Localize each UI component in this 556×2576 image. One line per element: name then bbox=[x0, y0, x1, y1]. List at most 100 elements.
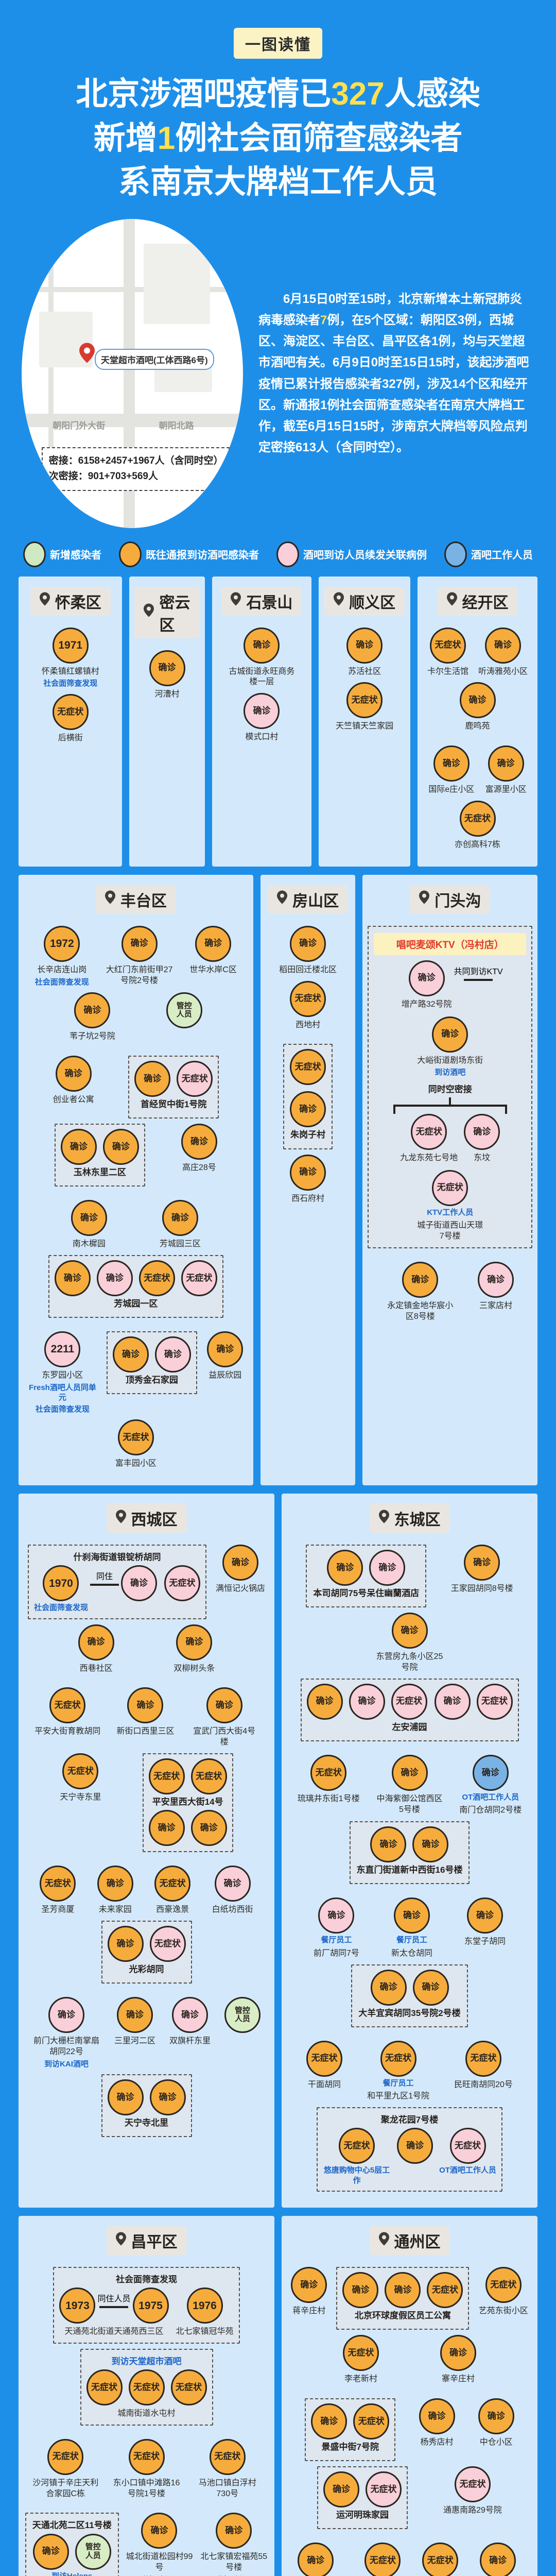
group-rows: 确诊 无症状 bbox=[311, 2403, 390, 2439]
group-title: 朱岗子村 bbox=[290, 1130, 326, 1140]
case-nodes: 无症状 确诊 bbox=[290, 1049, 326, 1128]
case-item: 无症状 李老新村 bbox=[343, 2335, 379, 2385]
title-line: 北京涉酒吧疫情已327人感染 bbox=[19, 72, 537, 116]
title-line: 新增1例社会面筛查感染者 bbox=[19, 116, 537, 161]
case-item: 确诊 益辰欣园 bbox=[207, 1331, 244, 1381]
node-row: 无症状 沙河镇于辛庄天利合家园C栋 无症状 东小口镇中滩路16号院1号楼 无症状 马池口镇… bbox=[24, 2438, 269, 2500]
link-connector: 同住人员 bbox=[97, 2287, 131, 2309]
node-row: 无症状 干面胡同 无症状 餐厅员工 和平里九区1号院 无症状 民旺南胡同20号 聚龙花园7号楼… bbox=[287, 2040, 532, 2192]
group-rows: 确诊 确诊 bbox=[370, 1826, 449, 1863]
case-node: 无症状 bbox=[380, 2040, 416, 2077]
title-highlight: 327 bbox=[331, 76, 385, 112]
district-name: 经开区 bbox=[462, 594, 509, 612]
district-header: 丰台区 bbox=[24, 885, 248, 914]
case-node: 无症状 bbox=[411, 1114, 447, 1150]
case-item: 无症状 bbox=[190, 1758, 227, 1795]
case-note: OT酒吧工作人员 bbox=[462, 1792, 519, 1802]
case-label: 益辰欣园 bbox=[208, 1371, 242, 1380]
case-note: 餐厅员工 bbox=[321, 1936, 352, 1945]
case-node: 无症状 bbox=[209, 2438, 246, 2475]
group-title: 聚龙花园7号楼 bbox=[380, 2114, 439, 2125]
case-pair: 确诊 管控 人员 bbox=[32, 2533, 111, 2570]
district-badge: 石景山 bbox=[221, 586, 302, 616]
case-note: Fresh酒吧人员同单元 bbox=[29, 1383, 96, 1402]
title-line: 系南京大牌档工作人员 bbox=[19, 160, 537, 205]
case-note: 社会面筛查发现 bbox=[35, 1404, 90, 1414]
legend-item: 新增感染者 bbox=[23, 541, 101, 567]
case-nodes: 确诊 确诊 bbox=[327, 1550, 406, 1586]
group-rows: 1970 社会面筛查发现 同住 确诊 无症状 bbox=[34, 1565, 200, 1613]
case-node: 确诊 bbox=[116, 1997, 153, 2033]
intro-paragraph: 6月15日0时至15时，北京新增本土新冠肺炎病毒感染者7例，在5个区域：朝阳区3… bbox=[258, 289, 534, 459]
group-rows: 确诊 确诊 bbox=[148, 1810, 227, 1846]
link-line bbox=[90, 1584, 119, 1586]
case-label: 宣武门西大街4号楼 bbox=[193, 1727, 256, 1747]
legend: 新增感染者 既往通报到访酒吧感染者 酒吧到访人员续发关联病例 酒吧工作人员 bbox=[19, 541, 537, 567]
case-label: 东坟 bbox=[474, 1154, 491, 1163]
case-node: 确诊 bbox=[214, 1866, 251, 1902]
case-label: 后横街 bbox=[58, 733, 83, 742]
group-rows: 确诊 确诊 bbox=[60, 1129, 139, 1165]
case-pair: 确诊 确诊 bbox=[327, 1550, 406, 1586]
case-item: 确诊 模式口村 bbox=[244, 693, 280, 743]
case-pair: 无症状 无症状 bbox=[148, 1758, 227, 1795]
road-label: 朝阳北路 bbox=[159, 420, 194, 431]
case-item: 确诊 南木樨园 bbox=[71, 1200, 107, 1250]
node-row: 什刹海街道银锭桥胡同 1970 社会面筛查发现 同住 确诊 无症状 确诊 满恒记火锅店 确诊 西巷… bbox=[24, 1545, 269, 1674]
case-node: 确诊 bbox=[107, 1925, 144, 1962]
case-node: 确诊 bbox=[176, 1624, 213, 1660]
case-nodes: 确诊 确诊 无症状 bbox=[306, 1683, 427, 1720]
case-item: 无症状 西豪逸景 bbox=[154, 1866, 191, 1916]
case-label: 艺苑东街小区 bbox=[478, 2307, 528, 2316]
case-node: 确诊 bbox=[385, 2272, 421, 2309]
case-node: 确诊 bbox=[306, 1683, 343, 1720]
case-group: 社会面筛查发现 1973 同住人员 1975 天通苑北街道天通苑西三区 1976 北七家镇冠… bbox=[53, 2267, 240, 2344]
case-node: 无症状 bbox=[128, 2369, 165, 2406]
case-item: 确诊 中海紫御公馆西区5号楼 bbox=[376, 1754, 444, 1816]
case-item: 无症状 悠唐购物中心5层工作 bbox=[323, 2128, 391, 2185]
group-rows: 无症状 确诊 bbox=[290, 1049, 326, 1128]
case-nodes: 确诊 无症状 bbox=[107, 1925, 186, 1962]
case-item: 确诊 餐厅员工 前厂胡同7号 bbox=[314, 1897, 359, 1959]
case-node: 1973 bbox=[59, 2287, 96, 2324]
case-nodes: 无症状 bbox=[164, 1565, 200, 1602]
case-node: 无症状 bbox=[465, 2040, 501, 2077]
case-label: 白纸坊西街 bbox=[212, 1905, 253, 1914]
case-pair: 确诊 确诊 bbox=[112, 1336, 191, 1372]
district-name: 密云区 bbox=[159, 594, 190, 634]
tree-title: 同时空密接 bbox=[428, 1084, 472, 1094]
case-label: 西地村 bbox=[296, 1020, 321, 1029]
case-node: 确诊 bbox=[311, 2403, 348, 2439]
case-label: 前厂胡同7号 bbox=[314, 1948, 359, 1958]
district-header: 房山区 bbox=[266, 885, 351, 914]
case-item: 确诊金侨时代家园小区 bbox=[465, 2543, 531, 2576]
case-item: 无症状 西地村 bbox=[290, 980, 326, 1031]
legend-item: 酒吧工作人员 bbox=[444, 541, 533, 567]
node-row: 无症状 平安大街育教胡同 确诊 新街口西里三区 确诊 宣武门西大街4号楼 无症状 天宁寺东里无… bbox=[24, 1687, 269, 1853]
case-item: 无症状 bbox=[177, 1060, 213, 1097]
group-title: 运河明珠家园 bbox=[336, 2510, 389, 2520]
case-node: 确诊 bbox=[370, 1826, 407, 1863]
case-node: 确诊 bbox=[222, 1545, 258, 1581]
case-item: 确诊 bbox=[349, 1683, 385, 1720]
case-label: 城北街道松园村99号 bbox=[126, 2552, 193, 2572]
case-label: 鹿鸣苑 bbox=[465, 722, 490, 731]
case-node: 无症状 bbox=[290, 980, 326, 1017]
case-item: 1973 bbox=[59, 2287, 96, 2324]
case-node: 2211 bbox=[44, 1331, 81, 1367]
case-item: 确诊 bbox=[54, 1260, 91, 1296]
node-row: 确诊 稻田回迁楼北区 无症状 西地村 bbox=[266, 925, 351, 1031]
case-label: 城南街道水屯村 bbox=[117, 2409, 176, 2418]
case-nodes: 确诊 确诊 bbox=[148, 1810, 227, 1846]
case-node: 确诊 bbox=[134, 1060, 171, 1097]
case-node: 无症状 bbox=[290, 1049, 326, 1086]
district-header: 怀柔区 bbox=[24, 586, 117, 616]
case-item: 确诊 东坟 bbox=[464, 1114, 500, 1164]
case-pair: 确诊 无症状 bbox=[434, 1683, 513, 1720]
case-node: 无症状 bbox=[476, 1683, 513, 1720]
case-node: 确诊 bbox=[244, 693, 280, 730]
case-pair: 确诊 确诊 bbox=[370, 1969, 449, 2006]
case-group: 聚龙花园7号楼 无症状 悠唐购物中心5层工作 确诊 无症状 OT酒吧工作人员 bbox=[317, 2107, 502, 2192]
case-item: 无症状惠兰美居 bbox=[422, 2543, 459, 2576]
